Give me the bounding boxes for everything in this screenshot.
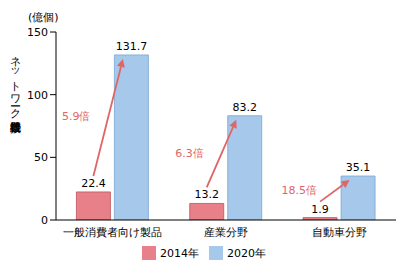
html-text:2020年: 2020年 (227, 247, 266, 260)
svg-text:150: 150 (27, 26, 48, 39)
html-text:(億個): (億個) (28, 11, 59, 24)
svg-text:0: 0 (41, 214, 48, 227)
html-text:2014年: 2014年 (160, 247, 199, 260)
svg-text:50: 50 (34, 151, 48, 164)
svg-text:一般消費者向け製品: 一般消費者向け製品 (63, 226, 162, 239)
svg-text:6.3倍: 6.3倍 (175, 147, 204, 160)
svg-text:100: 100 (27, 89, 48, 102)
svg-text:産業分野: 産業分野 (204, 226, 248, 239)
html-text:ネットワーク接続機器数: ネットワーク接続機器数 (9, 48, 22, 113)
svg-text:5.9倍: 5.9倍 (62, 110, 91, 123)
svg-text:13.2: 13.2 (194, 188, 219, 201)
svg-text:1.9: 1.9 (311, 203, 329, 216)
svg-text:131.7: 131.7 (116, 40, 148, 53)
svg-text:83.2: 83.2 (232, 101, 257, 114)
svg-text:自動車分野: 自動車分野 (312, 226, 367, 239)
svg-text:22.4: 22.4 (81, 177, 106, 190)
svg-text:35.1: 35.1 (346, 161, 371, 174)
svg-text:18.5倍: 18.5倍 (282, 184, 318, 197)
